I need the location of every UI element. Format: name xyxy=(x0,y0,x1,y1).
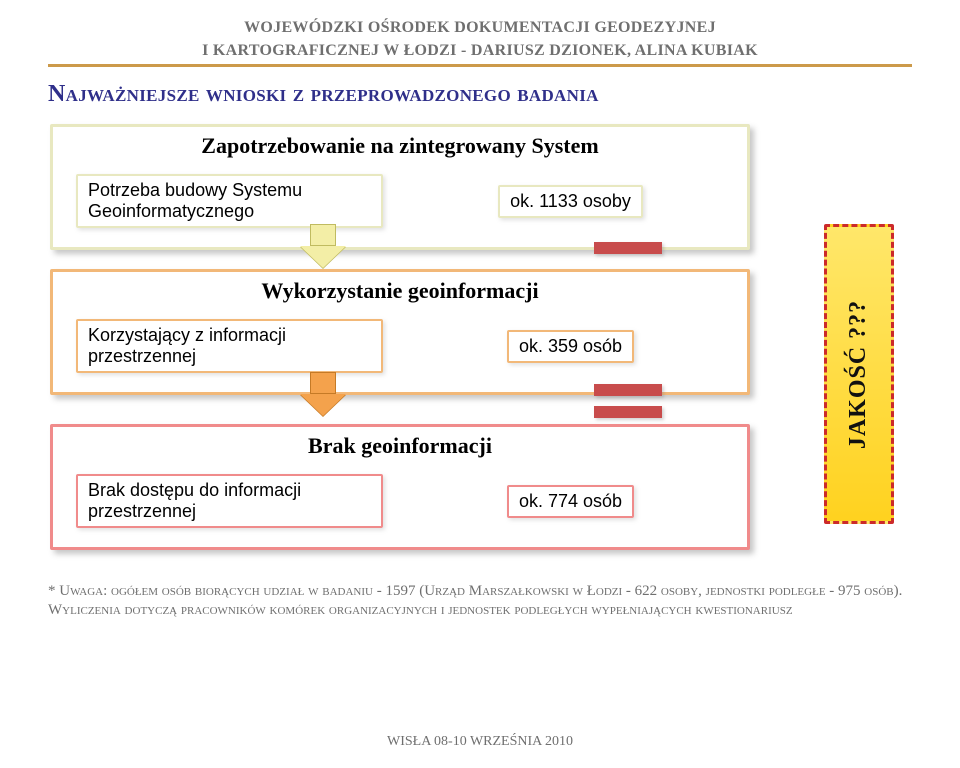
block-usage-right: ok. 359 osób xyxy=(400,308,741,384)
block-lack-right-text: ok. 774 osób xyxy=(507,485,634,518)
block-usage-right-text: ok. 359 osób xyxy=(507,330,634,363)
block-lack-left: Brak dostępu do informacji przestrzennej xyxy=(59,463,400,539)
equals-top-icon xyxy=(594,384,662,396)
footer: WISŁA 08-10 WRZEŚNIA 2010 xyxy=(0,734,960,750)
block-demand-right: ok. 1133 osoby xyxy=(400,163,741,239)
minus-icon xyxy=(594,242,662,254)
quality-box: JAKOŚĆ ??? xyxy=(824,224,894,524)
block-usage-row: Korzystający z informacji przestrzennej … xyxy=(53,308,747,392)
block-lack-row: Brak dostępu do informacji przestrzennej… xyxy=(53,463,747,547)
footnote: * Uwaga: ogółem osób biorących udział w … xyxy=(48,582,912,620)
block-lack-title: Brak geoinformacji xyxy=(53,427,747,463)
block-demand-title: Zapotrzebowanie na zintegrowany System xyxy=(53,127,747,163)
divider xyxy=(48,64,912,67)
footnote-text: * Uwaga: ogółem osób biorących udział w … xyxy=(48,583,902,618)
block-demand-left: Potrzeba budowy Systemu Geoinformatyczne… xyxy=(59,163,400,239)
block-demand-left-text: Potrzeba budowy Systemu Geoinformatyczne… xyxy=(76,174,383,228)
block-lack-right: ok. 774 osób xyxy=(400,463,741,539)
quality-label: JAKOŚĆ ??? xyxy=(846,300,873,449)
arrow-down-1-icon xyxy=(300,224,346,268)
diagram: Zapotrzebowanie na zintegrowany System P… xyxy=(50,124,910,564)
block-demand-right-text: ok. 1133 osoby xyxy=(498,185,643,218)
block-lack: Brak geoinformacji Brak dostępu do infor… xyxy=(50,424,750,550)
block-usage-left: Korzystający z informacji przestrzennej xyxy=(59,308,400,384)
block-lack-left-text: Brak dostępu do informacji przestrzennej xyxy=(76,474,383,528)
arrow-down-2-icon xyxy=(300,372,346,416)
block-usage-left-text: Korzystający z informacji przestrzennej xyxy=(76,319,383,373)
block-usage: Wykorzystanie geoinformacji Korzystający… xyxy=(50,269,750,395)
page-title: Najważniejsze wnioski z przeprowadzonego… xyxy=(48,81,912,108)
equals-bottom-icon xyxy=(594,406,662,418)
header-line-1: WOJEWÓDZKI OŚRODEK DOKUMENTACJI GEODEZYJ… xyxy=(48,18,912,37)
header-line-2: I KARTOGRAFICZNEJ W ŁODZI - DARIUSZ DZIO… xyxy=(48,41,912,60)
block-usage-title: Wykorzystanie geoinformacji xyxy=(53,272,747,308)
block-demand: Zapotrzebowanie na zintegrowany System P… xyxy=(50,124,750,250)
block-demand-row: Potrzeba budowy Systemu Geoinformatyczne… xyxy=(53,163,747,247)
slide: WOJEWÓDZKI OŚRODEK DOKUMENTACJI GEODEZYJ… xyxy=(0,0,960,768)
